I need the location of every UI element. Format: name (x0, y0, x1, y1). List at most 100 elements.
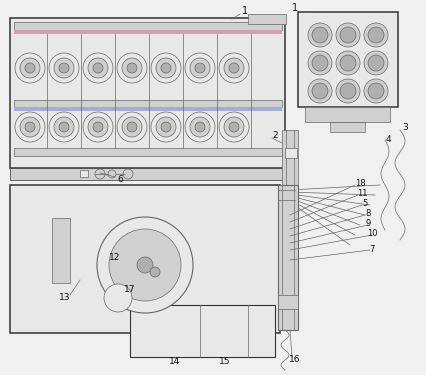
Bar (10, 185, 279, 333)
Circle shape (339, 27, 355, 43)
Circle shape (25, 63, 35, 73)
Circle shape (127, 63, 137, 73)
Circle shape (367, 55, 383, 71)
Bar (284, 148, 296, 158)
Circle shape (54, 58, 74, 78)
Bar (304, 107, 389, 122)
Bar (143, 248, 153, 258)
Circle shape (20, 58, 40, 78)
Circle shape (49, 112, 79, 142)
Circle shape (93, 122, 103, 132)
Circle shape (311, 27, 327, 43)
Circle shape (54, 117, 74, 137)
Circle shape (155, 58, 176, 78)
Circle shape (150, 267, 160, 277)
Text: 17: 17 (124, 285, 135, 294)
Circle shape (335, 23, 359, 47)
Bar (277, 185, 297, 330)
Bar (10, 168, 284, 180)
Circle shape (307, 79, 331, 103)
Circle shape (161, 63, 170, 73)
Circle shape (151, 112, 181, 142)
Text: 5: 5 (362, 198, 367, 207)
Circle shape (335, 79, 359, 103)
Circle shape (307, 23, 331, 47)
Bar (80, 170, 88, 177)
Text: 8: 8 (365, 209, 370, 218)
Circle shape (195, 63, 204, 73)
Circle shape (224, 117, 243, 137)
Circle shape (228, 122, 239, 132)
Text: 12: 12 (109, 254, 121, 262)
Circle shape (219, 112, 248, 142)
Circle shape (161, 122, 170, 132)
Bar (14, 100, 281, 107)
Circle shape (137, 257, 153, 273)
Bar (281, 130, 297, 190)
Text: 1: 1 (291, 3, 297, 13)
Circle shape (59, 63, 69, 73)
Circle shape (15, 112, 45, 142)
Circle shape (307, 51, 331, 75)
Circle shape (311, 55, 327, 71)
Text: 14: 14 (169, 357, 180, 366)
Circle shape (184, 53, 215, 83)
Text: 15: 15 (219, 357, 230, 366)
Circle shape (190, 117, 210, 137)
Circle shape (367, 27, 383, 43)
Text: 6: 6 (117, 176, 123, 184)
Circle shape (83, 112, 113, 142)
Circle shape (25, 122, 35, 132)
Circle shape (195, 122, 204, 132)
Circle shape (59, 122, 69, 132)
Circle shape (93, 63, 103, 73)
Circle shape (367, 83, 383, 99)
Bar (10, 18, 284, 168)
Bar (130, 305, 274, 357)
Circle shape (228, 63, 239, 73)
Circle shape (122, 58, 142, 78)
Bar (14, 148, 281, 156)
Text: 13: 13 (59, 294, 71, 303)
Bar (14, 30, 281, 34)
Bar (14, 107, 281, 111)
Circle shape (184, 112, 215, 142)
Circle shape (311, 83, 327, 99)
Circle shape (88, 58, 108, 78)
Bar (297, 12, 397, 107)
Text: 18: 18 (354, 178, 365, 188)
Circle shape (151, 53, 181, 83)
Text: 4: 4 (384, 135, 390, 144)
Circle shape (363, 51, 387, 75)
Text: 10: 10 (366, 228, 376, 237)
Text: 11: 11 (356, 189, 366, 198)
Circle shape (363, 23, 387, 47)
Circle shape (20, 117, 40, 137)
Circle shape (88, 117, 108, 137)
Circle shape (122, 117, 142, 137)
Circle shape (190, 58, 210, 78)
Bar (52, 218, 70, 283)
Text: 9: 9 (365, 219, 370, 228)
Circle shape (117, 112, 147, 142)
Circle shape (109, 229, 181, 301)
Circle shape (104, 284, 132, 312)
Circle shape (117, 53, 147, 83)
Bar (277, 295, 297, 309)
Circle shape (127, 122, 137, 132)
Circle shape (155, 117, 176, 137)
Circle shape (224, 58, 243, 78)
Circle shape (363, 79, 387, 103)
Circle shape (49, 53, 79, 83)
Text: 3: 3 (401, 123, 407, 132)
Circle shape (83, 53, 113, 83)
Bar (248, 14, 285, 24)
Bar (329, 122, 364, 132)
Circle shape (97, 217, 193, 313)
Text: 16: 16 (288, 356, 300, 364)
Bar (14, 22, 281, 30)
Circle shape (15, 53, 45, 83)
Circle shape (339, 55, 355, 71)
Text: 1: 1 (242, 6, 248, 16)
Circle shape (219, 53, 248, 83)
